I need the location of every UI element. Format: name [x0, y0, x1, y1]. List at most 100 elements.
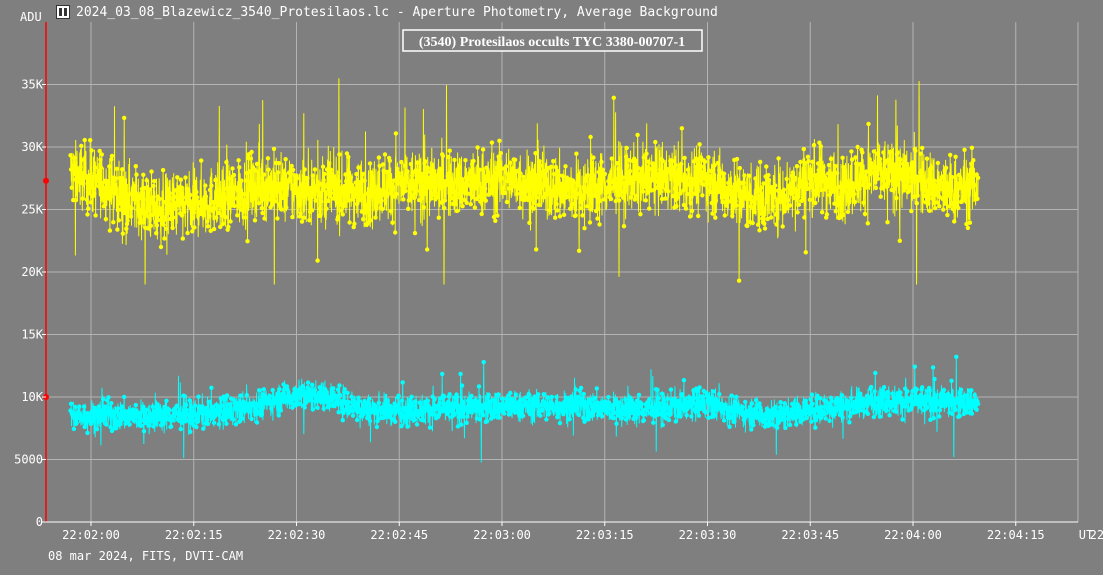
data-point — [726, 180, 731, 186]
data-point — [86, 206, 91, 211]
data-point — [349, 187, 354, 192]
data-point — [975, 401, 981, 407]
data-point — [206, 204, 211, 210]
data-point — [199, 158, 204, 163]
data-point — [201, 200, 206, 206]
data-point — [359, 413, 365, 419]
data-point — [613, 198, 618, 204]
data-point — [285, 387, 290, 393]
data-point — [468, 202, 473, 207]
data-point — [188, 192, 193, 198]
data-point — [630, 191, 635, 196]
data-point — [773, 404, 778, 410]
data-point — [675, 195, 680, 200]
data-point — [433, 182, 439, 187]
data-point — [938, 187, 943, 192]
data-point — [108, 194, 113, 199]
data-point — [740, 202, 745, 207]
data-point — [406, 206, 411, 211]
data-point — [594, 386, 599, 391]
data-point — [107, 405, 113, 410]
data-point — [469, 168, 474, 173]
data-point — [858, 391, 863, 396]
data-point — [78, 164, 83, 170]
data-point — [184, 407, 190, 413]
data-point — [135, 207, 141, 212]
data-point — [397, 174, 403, 179]
data-point — [114, 419, 120, 424]
data-point — [117, 176, 122, 181]
data-point — [481, 176, 486, 182]
data-point — [320, 164, 326, 169]
data-point — [280, 391, 285, 396]
data-point — [368, 218, 373, 223]
data-point — [88, 421, 94, 427]
data-point — [330, 181, 335, 186]
data-point — [580, 213, 585, 218]
data-point — [139, 418, 145, 423]
data-point — [556, 190, 561, 195]
data-point — [318, 213, 323, 219]
data-point — [873, 180, 878, 185]
data-point — [819, 404, 824, 410]
data-point — [702, 159, 708, 164]
data-point — [674, 172, 680, 177]
comparison-series-points — [68, 354, 981, 436]
comparison-series — [68, 354, 981, 463]
data-point — [561, 412, 566, 417]
data-point — [322, 171, 327, 177]
data-point — [394, 191, 399, 197]
data-point — [949, 378, 954, 383]
data-point — [123, 211, 128, 216]
data-point — [427, 169, 433, 174]
data-point — [840, 415, 845, 420]
data-point — [414, 422, 420, 427]
data-point — [652, 165, 657, 170]
data-point — [539, 185, 544, 191]
data-point — [766, 421, 772, 426]
data-point — [254, 161, 260, 167]
data-point — [118, 207, 124, 212]
data-point — [479, 211, 484, 217]
data-point — [659, 405, 664, 410]
data-point — [764, 164, 769, 169]
data-point — [390, 220, 395, 225]
data-point — [544, 417, 549, 422]
data-point — [752, 406, 757, 412]
data-point — [837, 398, 842, 403]
data-point — [597, 222, 602, 227]
data-point — [901, 168, 906, 173]
data-point — [826, 162, 832, 168]
data-point — [860, 150, 865, 155]
data-point — [810, 401, 815, 407]
data-point — [651, 420, 656, 425]
data-point — [118, 421, 123, 427]
data-point — [773, 183, 778, 188]
data-point — [743, 399, 748, 405]
chart-title-frame — [402, 29, 703, 52]
data-point — [201, 426, 206, 431]
data-point — [188, 405, 194, 410]
data-point — [292, 386, 297, 392]
data-point — [941, 387, 947, 393]
data-point — [96, 404, 102, 409]
data-point — [667, 413, 672, 418]
data-point — [489, 191, 494, 196]
data-point — [617, 400, 622, 405]
data-point — [753, 195, 759, 200]
data-point — [628, 195, 633, 200]
data-point — [376, 400, 382, 405]
data-point — [132, 183, 138, 189]
data-point — [954, 184, 959, 189]
data-point — [247, 182, 252, 187]
data-point — [873, 185, 879, 191]
data-point — [257, 185, 262, 190]
data-point — [695, 187, 700, 193]
data-point — [73, 404, 78, 410]
data-point — [587, 220, 593, 225]
data-point — [497, 138, 502, 143]
data-point — [907, 166, 913, 172]
data-point — [785, 405, 790, 410]
data-point — [930, 183, 936, 189]
